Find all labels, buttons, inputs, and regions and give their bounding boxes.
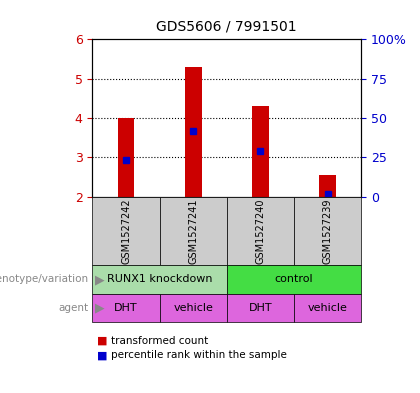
Text: percentile rank within the sample: percentile rank within the sample bbox=[111, 350, 287, 360]
Text: RUNX1 knockdown: RUNX1 knockdown bbox=[107, 274, 213, 285]
Text: ▶: ▶ bbox=[94, 273, 104, 286]
Text: control: control bbox=[275, 274, 313, 285]
Text: transformed count: transformed count bbox=[111, 336, 209, 346]
Bar bbox=[118, 118, 134, 196]
Text: ■: ■ bbox=[97, 336, 107, 346]
Text: GSM1527240: GSM1527240 bbox=[255, 198, 265, 264]
Text: GSM1527242: GSM1527242 bbox=[121, 198, 131, 264]
Text: vehicle: vehicle bbox=[173, 303, 213, 313]
Text: GSM1527241: GSM1527241 bbox=[188, 198, 198, 264]
Bar bbox=[252, 106, 269, 196]
Text: genotype/variation: genotype/variation bbox=[0, 274, 88, 285]
Text: ▶: ▶ bbox=[94, 301, 104, 314]
Text: agent: agent bbox=[58, 303, 88, 313]
Text: GSM1527239: GSM1527239 bbox=[323, 198, 333, 264]
Text: DHT: DHT bbox=[249, 303, 272, 313]
Title: GDS5606 / 7991501: GDS5606 / 7991501 bbox=[157, 20, 297, 34]
Text: vehicle: vehicle bbox=[308, 303, 347, 313]
Text: DHT: DHT bbox=[114, 303, 138, 313]
Text: ■: ■ bbox=[97, 350, 107, 360]
Bar bbox=[319, 175, 336, 196]
Bar bbox=[185, 67, 202, 196]
